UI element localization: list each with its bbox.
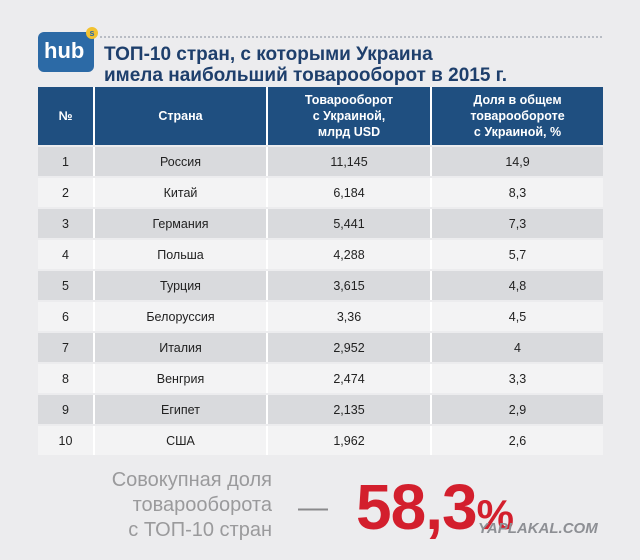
table-cell: 2 xyxy=(38,178,95,207)
header-line: Доля в общем xyxy=(473,93,562,107)
table-cell: 6,184 xyxy=(268,178,432,207)
table-cell: США xyxy=(95,426,268,455)
table-cell: 7,3 xyxy=(432,209,603,238)
table-cell: 5,441 xyxy=(268,209,432,238)
table-cell: 3,36 xyxy=(268,302,432,331)
summary-line: с ТОП-10 стран xyxy=(128,519,272,541)
table-cell: 1,962 xyxy=(268,426,432,455)
summary-label: Совокупная доля товарооборота с ТОП-10 стр… xyxy=(112,468,272,543)
table-cell: 2,474 xyxy=(268,364,432,393)
header-cell: № xyxy=(38,87,95,145)
summary-unit: % xyxy=(476,491,514,538)
summary-value: 58,3% xyxy=(356,470,514,544)
table-cell: Польша xyxy=(95,240,268,269)
table-row: 10 США 1,962 2,6 xyxy=(38,426,603,455)
header-line: Страна xyxy=(158,109,203,123)
summary-line: товарооборота xyxy=(132,494,272,516)
table-cell: 2,135 xyxy=(268,395,432,424)
table-cell: 10 xyxy=(38,426,95,455)
table-cell: 3 xyxy=(38,209,95,238)
table-row: 7 Италия 2,952 4 xyxy=(38,333,603,362)
header-line: млрд USD xyxy=(317,125,381,139)
header-line: Товарооборот xyxy=(304,93,394,107)
header-cell: Страна xyxy=(95,87,268,145)
table-cell: 11,145 xyxy=(268,147,432,176)
table-row: 5 Турция 3,615 4,8 xyxy=(38,271,603,300)
table-row: 1 Россия 11,145 14,9 xyxy=(38,147,603,176)
title-line: ТОП-10 стран, с которыми Украина xyxy=(104,44,433,65)
table-cell: 5 xyxy=(38,271,95,300)
summary-dash: — xyxy=(298,491,328,524)
table-row: 4 Польша 4,288 5,7 xyxy=(38,240,603,269)
header-line: с Украиной, xyxy=(312,109,386,123)
summary-number: 58,3 xyxy=(356,471,478,543)
table-cell: Россия xyxy=(95,147,268,176)
table-row: 2 Китай 6,184 8,3 xyxy=(38,178,603,207)
table-cell: 2,6 xyxy=(432,426,603,455)
title-line: имела наибольший товарооборот в 2015 г. xyxy=(104,65,507,86)
table-cell: 2,952 xyxy=(268,333,432,362)
table-cell: 3,615 xyxy=(268,271,432,300)
header-line: № xyxy=(58,109,73,123)
table-row: 6 Белоруссия 3,36 4,5 xyxy=(38,302,603,331)
table-cell: 9 xyxy=(38,395,95,424)
logo: hub s xyxy=(38,27,98,72)
header-cell: Доля в общем товарообороте с Украиной, % xyxy=(432,87,603,145)
table-cell: Турция xyxy=(95,271,268,300)
table-cell: Белоруссия xyxy=(95,302,268,331)
header-row: № Страна Товарооборот с Украиной, млрд USD До… xyxy=(38,87,603,145)
watermark: YAPLAKAL.COM xyxy=(478,520,598,537)
summary-line: Совокупная доля xyxy=(111,469,272,491)
table-cell: 14,9 xyxy=(432,147,603,176)
table-row: 8 Венгрия 2,474 3,3 xyxy=(38,364,603,393)
logo-text: hub xyxy=(44,38,85,63)
table-cell: 8 xyxy=(38,364,95,393)
table-cell: 1 xyxy=(38,147,95,176)
table-cell: 3,3 xyxy=(432,364,603,393)
table-cell: 4 xyxy=(432,333,603,362)
table: № Страна Товарооборот с Украиной, млрд USD До… xyxy=(38,87,603,457)
table-cell: 4,5 xyxy=(432,302,603,331)
table-cell: Германия xyxy=(95,209,268,238)
logo-sup: s xyxy=(86,27,98,39)
table-cell: 2,9 xyxy=(432,395,603,424)
table-row: 3 Германия 5,441 7,3 xyxy=(38,209,603,238)
table-cell: Италия xyxy=(95,333,268,362)
table-cell: Китай xyxy=(95,178,268,207)
table-cell: 8,3 xyxy=(432,178,603,207)
table-cell: 4,8 xyxy=(432,271,603,300)
header-line: товарообороте xyxy=(470,109,565,123)
title: ТОП-10 стран, с которыми Украина имела на… xyxy=(104,44,507,86)
header-cell: Товарооборот с Украиной, млрд USD xyxy=(268,87,432,145)
table-cell: 5,7 xyxy=(432,240,603,269)
table-cell: Египет xyxy=(95,395,268,424)
header-line: с Украиной, % xyxy=(473,125,562,139)
table-cell: 4 xyxy=(38,240,95,269)
table-cell: 4,288 xyxy=(268,240,432,269)
title-rule xyxy=(100,36,602,38)
table-cell: 7 xyxy=(38,333,95,362)
table-cell: Венгрия xyxy=(95,364,268,393)
table-row: 9 Египет 2,135 2,9 xyxy=(38,395,603,424)
table-cell: 6 xyxy=(38,302,95,331)
